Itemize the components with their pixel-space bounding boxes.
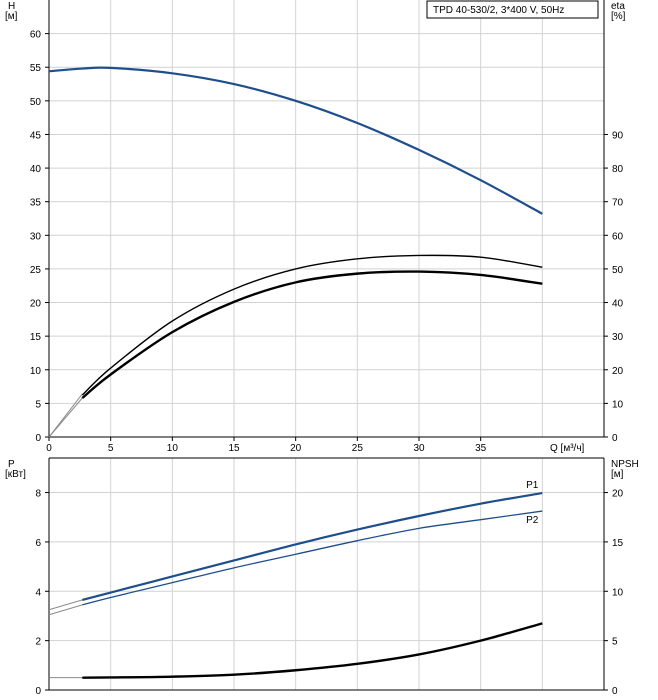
top-x-tick-label: 25 — [352, 443, 364, 454]
bottom-curve-extension — [48, 599, 83, 611]
bottom-series-right-2 — [82, 622, 543, 679]
model-title: TPD 40-530/2, 3*400 V, 50Hz — [433, 5, 564, 16]
top-left-axis-unit: [м] — [5, 11, 18, 22]
bottom-left-tick-label: 4 — [35, 587, 41, 598]
top-left-tick-label: 45 — [30, 130, 42, 141]
model-title-box: TPD 40-530/2, 3*400 V, 50Hz — [426, 0, 599, 19]
bottom-right-tick-label: 15 — [612, 538, 624, 549]
top-right-tick-label: 60 — [612, 231, 624, 242]
bottom-right-tick-label: 0 — [612, 686, 618, 697]
top-left-tick-label: 60 — [30, 30, 42, 41]
top-right-axis-title: eta — [611, 1, 625, 12]
top-left-tick-label: 10 — [30, 366, 42, 377]
top-right-tick-label: 20 — [612, 366, 624, 377]
bottom-series-p2 — [82, 510, 543, 606]
top-x-tick-label: 0 — [46, 443, 52, 454]
top-left-tick-label: 0 — [35, 433, 41, 444]
bottom-series-p1 — [82, 491, 543, 601]
bottom-left-tick-label: 0 — [35, 686, 41, 697]
bottom-left-tick-label: 2 — [35, 637, 41, 648]
bottom-right-tick-label: 10 — [612, 587, 624, 598]
bottom-left-axis-title: P — [8, 459, 15, 470]
bottom-series-label-p1: P1 — [526, 480, 539, 491]
top-left-tick-label: 15 — [30, 332, 42, 343]
top-right-tick-label: 0 — [612, 433, 618, 444]
bottom-left-axis-unit: [кВт] — [5, 469, 26, 480]
top-series-left-0 — [48, 66, 543, 215]
model-title-frame — [426, 0, 599, 19]
top-right-tick-label: 30 — [612, 332, 624, 343]
top-x-tick-label: 15 — [228, 443, 240, 454]
top-x-tick-label: 30 — [413, 443, 425, 454]
top-left-tick-label: 20 — [30, 299, 42, 310]
top-left-tick-label: 50 — [30, 97, 42, 108]
top-right-tick-label: 70 — [612, 198, 624, 209]
bottom-left-tick-label: 8 — [35, 489, 41, 500]
top-x-tick-label: 5 — [108, 443, 114, 454]
top-right-tick-label: 90 — [612, 130, 624, 141]
top-right-tick-label: 50 — [612, 265, 624, 276]
top-left-tick-label: 30 — [30, 231, 42, 242]
top-series-right-1 — [81, 254, 543, 396]
top-x-tick-label: 35 — [475, 443, 487, 454]
top-left-tick-label: 40 — [30, 164, 42, 175]
top-right-tick-label: 10 — [612, 399, 624, 410]
top-right-tick-label: 80 — [612, 164, 624, 175]
top-left-tick-label: 5 — [35, 399, 41, 410]
top-series-left-2 — [81, 270, 543, 399]
top-left-tick-label: 25 — [30, 265, 42, 276]
bottom-left-tick-label: 6 — [35, 538, 41, 549]
top-x-tick-label: 20 — [290, 443, 302, 454]
bottom-right-axis-title: NPSH — [611, 459, 639, 470]
bottom-right-axis-unit: [м] — [611, 469, 624, 480]
bottom-curve-extension — [48, 604, 83, 616]
top-curve-extension — [48, 397, 83, 438]
bottom-series-label-p2: P2 — [526, 515, 539, 526]
top-right-tick-label: 40 — [612, 299, 624, 310]
top-left-tick-label: 35 — [30, 198, 42, 209]
bottom-right-tick-label: 20 — [612, 489, 624, 500]
bottom-right-tick-label: 5 — [612, 637, 618, 648]
top-x-tick-label: 10 — [167, 443, 179, 454]
top-left-axis-title: H — [8, 1, 15, 12]
top-x-axis-title: Q [м³/ч] — [550, 443, 585, 454]
top-left-tick-label: 55 — [30, 63, 42, 74]
top-right-axis-unit: [%] — [611, 11, 626, 22]
